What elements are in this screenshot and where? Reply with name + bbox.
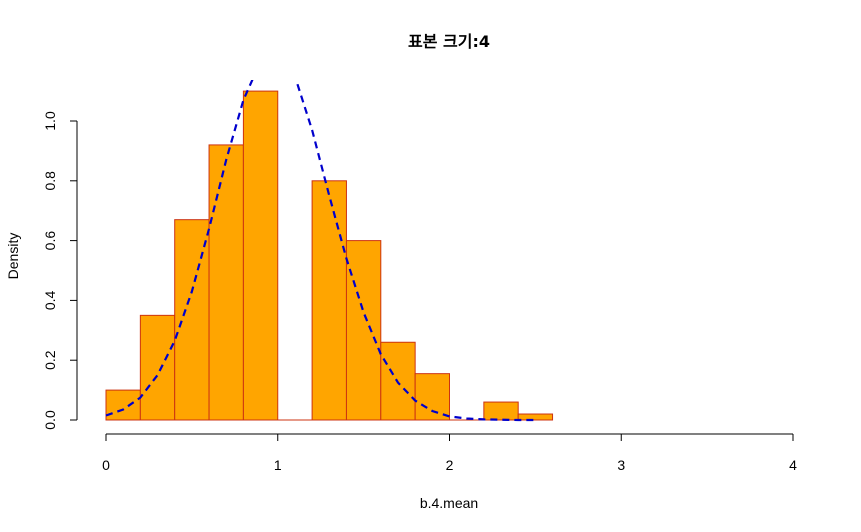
x-axis-label: b.4.mean	[420, 495, 478, 511]
x-tick-label: 0	[102, 457, 110, 473]
histogram-bar	[209, 145, 243, 420]
x-tick-label: 3	[617, 457, 625, 473]
histogram-bar	[140, 315, 174, 420]
x-axis: 0 1 2 3 4	[102, 434, 797, 473]
y-tick-label: 0.8	[42, 171, 58, 191]
chart-title: 표본 크기:4	[408, 32, 490, 51]
x-tick-label: 4	[789, 457, 797, 473]
histogram-bar	[484, 402, 518, 420]
y-tick-label: 0.6	[42, 231, 58, 251]
histogram-bar	[346, 241, 380, 420]
bars-group	[106, 91, 553, 420]
histogram-bar	[243, 91, 277, 420]
histogram-bar	[415, 374, 449, 420]
y-tick-label: 0.0	[42, 410, 58, 430]
histogram-bar	[312, 181, 346, 420]
y-tick-label: 0.4	[42, 290, 58, 310]
x-tick-label: 1	[274, 457, 282, 473]
histogram-bar	[106, 390, 140, 420]
y-tick-label: 0.2	[42, 350, 58, 370]
y-axis-label: Density	[5, 233, 21, 280]
histogram-bar	[175, 220, 209, 420]
histogram-bar	[518, 414, 552, 420]
y-tick-label: 1.0	[42, 111, 58, 131]
x-tick-label: 2	[446, 457, 454, 473]
y-axis: 0.0 0.2 0.4 0.6 0.8 1.0	[42, 111, 77, 430]
